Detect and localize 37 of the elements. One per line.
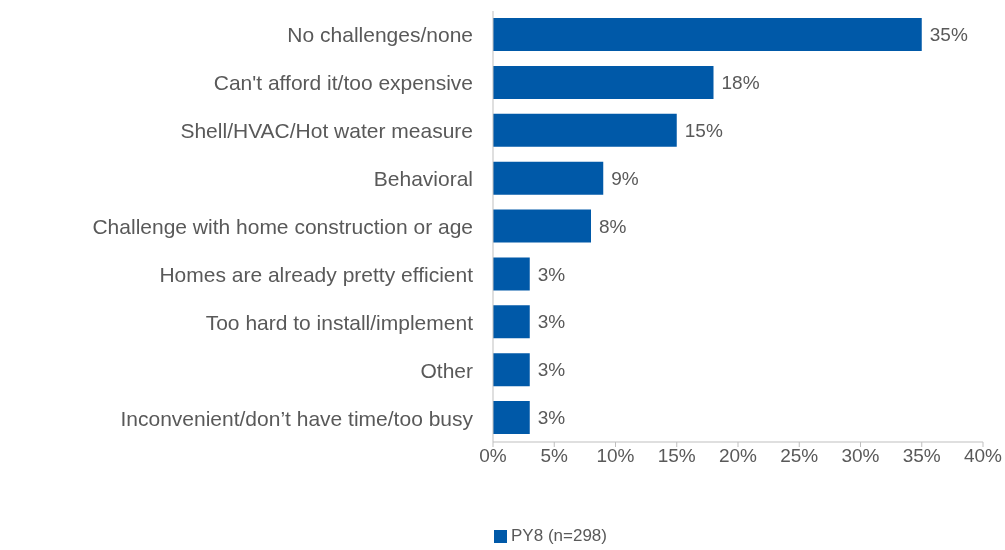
bar: [493, 18, 922, 51]
bar: [493, 353, 530, 387]
x-tick-label: 35%: [902, 445, 941, 467]
x-tick-label: 0%: [479, 445, 507, 467]
data-label: 9%: [611, 167, 639, 189]
x-tick-label: 5%: [540, 445, 569, 467]
data-label: 3%: [537, 407, 566, 429]
x-tick-label: 25%: [780, 445, 819, 467]
x-tick-label: 40%: [963, 445, 1003, 467]
data-label: 15%: [684, 119, 723, 141]
bar: [493, 257, 530, 291]
y-tick-label: Shell/HVAC/Hot water measure: [180, 119, 473, 143]
x-tick-label: 20%: [718, 445, 758, 467]
bar: [493, 161, 604, 195]
y-tick-label: Can't afford it/too expensive: [213, 71, 473, 95]
y-tick-label: Too hard to install/implement: [205, 310, 474, 334]
x-tick-label: 15%: [657, 445, 696, 467]
data-label: 3%: [537, 311, 566, 333]
y-tick-label: Other: [420, 358, 473, 382]
legend-label: PY8 (n=298): [511, 526, 607, 545]
y-tick-label: Behavioral: [373, 167, 473, 191]
x-tick-label: 10%: [596, 445, 635, 467]
data-label: 3%: [537, 359, 566, 381]
data-label: 35%: [929, 24, 968, 46]
bar: [493, 401, 530, 435]
y-tick-label: Challenge with home construction or age: [92, 214, 473, 238]
bar: [493, 113, 677, 147]
y-tick-label: No challenges/none: [287, 23, 473, 47]
y-tick-label: Inconvenient/don’t have time/too busy: [120, 406, 474, 430]
data-label: 18%: [721, 72, 760, 94]
data-label: 8%: [599, 215, 627, 237]
bar: [493, 65, 714, 99]
y-tick-label: Homes are already pretty efficient: [159, 262, 474, 286]
x-tick-label: 30%: [841, 445, 880, 467]
bar: [493, 209, 591, 243]
data-label: 3%: [537, 263, 566, 285]
bar: [493, 305, 530, 339]
